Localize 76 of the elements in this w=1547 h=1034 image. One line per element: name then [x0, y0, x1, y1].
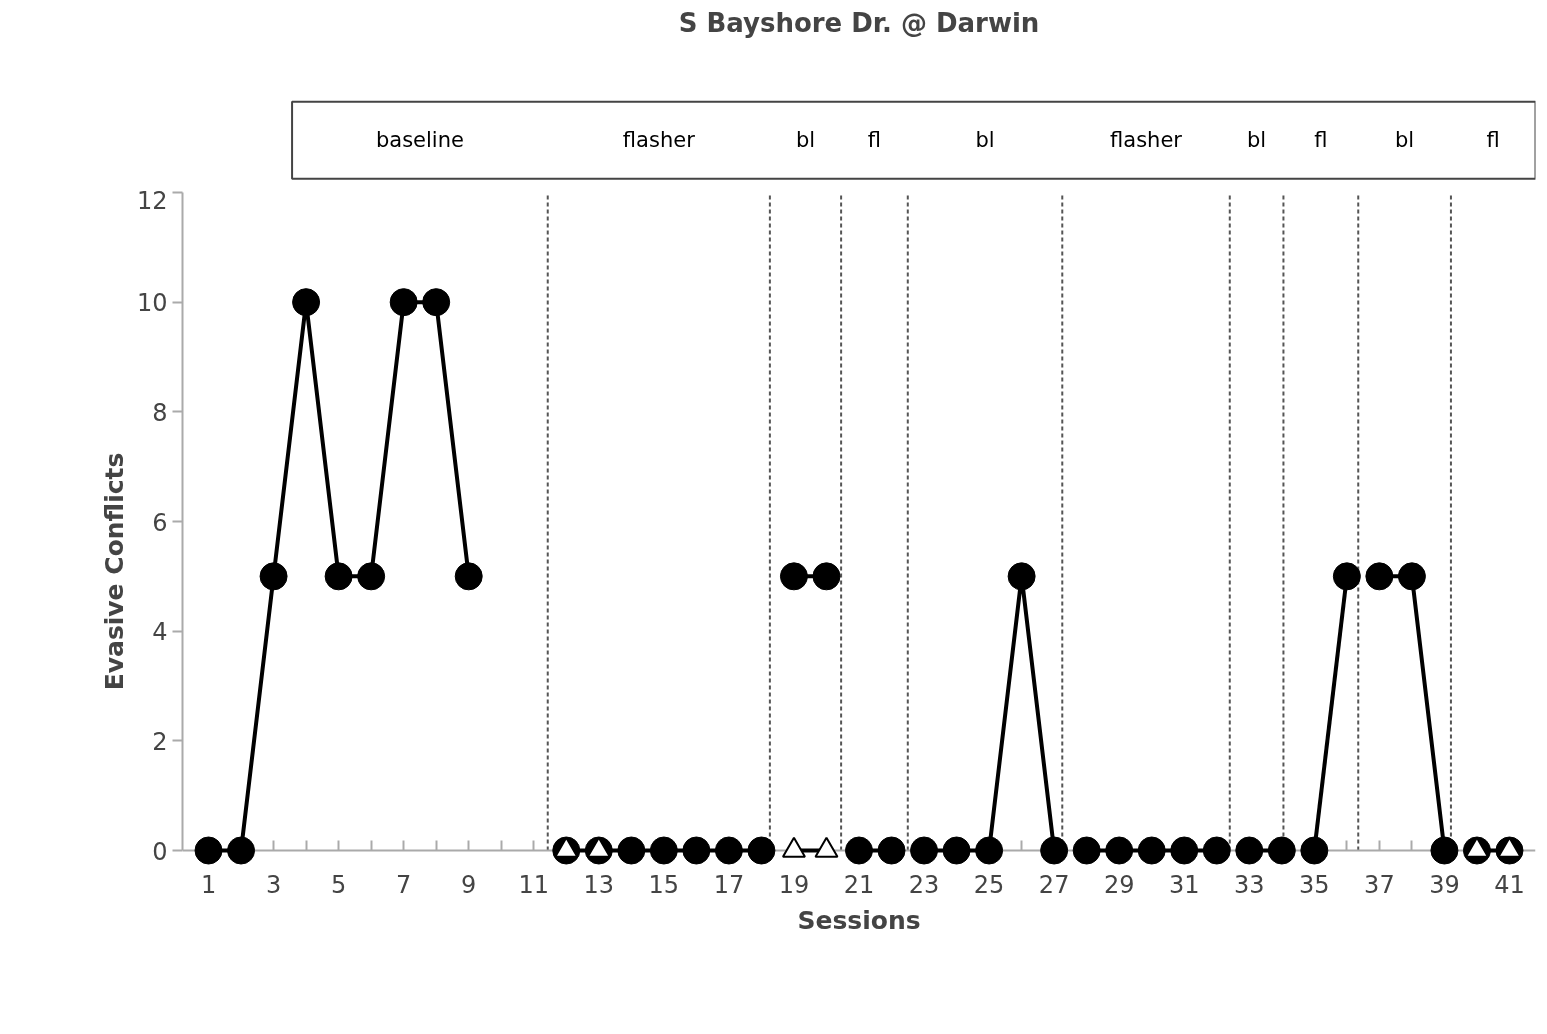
x-tick-label: 35: [1299, 870, 1330, 899]
x-tick-label: 5: [330, 870, 347, 899]
point: [1332, 562, 1361, 591]
x-tick-label: 1: [200, 870, 217, 899]
point: [714, 836, 743, 865]
point: [1430, 836, 1459, 865]
point: [617, 836, 646, 865]
point: [454, 562, 483, 591]
text: baseline: [375, 128, 464, 153]
x-tick-label: 7: [396, 870, 412, 899]
text: flasher: [1110, 128, 1183, 153]
point: [1072, 836, 1101, 865]
y-tick-label: 4: [152, 618, 168, 647]
point: [1105, 836, 1134, 865]
point: [1235, 836, 1264, 865]
y-axis-title: Evasive Conflicts: [99, 452, 129, 691]
y-tick-label: 12: [136, 186, 168, 215]
text: flasher: [622, 128, 696, 153]
point: [845, 836, 873, 865]
x-tick-label: 21: [843, 870, 875, 899]
text: bl: [975, 128, 995, 153]
x-tick-label: 37: [1364, 870, 1395, 899]
y-tick-label: 0: [152, 837, 168, 866]
y-tick-label: 10: [136, 289, 168, 318]
point: [324, 562, 353, 591]
point: [1300, 836, 1329, 865]
point: [1202, 836, 1231, 865]
text: bl: [1395, 128, 1415, 153]
x-tick-label: 29: [1103, 870, 1135, 899]
text: fl: [867, 128, 882, 153]
point: [422, 288, 451, 317]
x-tick-label: 19: [778, 870, 810, 899]
point: [649, 836, 678, 865]
point: [942, 836, 971, 865]
point: [1137, 836, 1166, 865]
y-tick-label: 6: [152, 508, 168, 537]
chart-title: S Bayshore Dr. @ Darwin: [678, 7, 1040, 38]
point: [194, 836, 223, 865]
point: [975, 836, 1004, 865]
x-tick-label: 25: [973, 870, 1005, 899]
point: [682, 836, 711, 865]
point: [1267, 836, 1296, 865]
x-tick-label: 17: [713, 870, 745, 899]
text: bl: [1247, 128, 1267, 153]
x-tick-label: 23: [908, 870, 940, 899]
x-axis-title: Sessions: [797, 905, 921, 935]
point: [779, 562, 808, 591]
text: fl: [1486, 128, 1500, 153]
x-tick-label: 15: [648, 870, 680, 899]
x-tick-label: 41: [1494, 870, 1525, 899]
point: [1040, 836, 1069, 865]
y-tick-label: 8: [152, 398, 168, 427]
point: [227, 836, 256, 865]
x-tick-label: 9: [461, 870, 477, 899]
point: [747, 836, 776, 865]
point: [259, 562, 288, 591]
x-tick-label: 33: [1234, 870, 1265, 899]
point: [1365, 562, 1394, 591]
x-tick-label: 39: [1429, 870, 1460, 899]
point: [389, 288, 418, 317]
point: [1007, 562, 1036, 591]
x-tick-label: 13: [583, 870, 615, 899]
point: [292, 288, 321, 317]
text: bl: [795, 128, 816, 153]
point: [877, 836, 906, 865]
x-tick-label: 31: [1168, 870, 1200, 899]
x-tick-label: 11: [518, 870, 550, 899]
point: [1397, 562, 1426, 591]
point: [357, 562, 386, 591]
point: [812, 562, 841, 591]
y-tick-label: 2: [152, 727, 168, 756]
x-tick-label: 27: [1038, 870, 1070, 899]
point: [1170, 836, 1199, 865]
x-tick-label: 3: [265, 870, 282, 899]
text: fl: [1314, 128, 1328, 153]
point: [910, 836, 939, 865]
